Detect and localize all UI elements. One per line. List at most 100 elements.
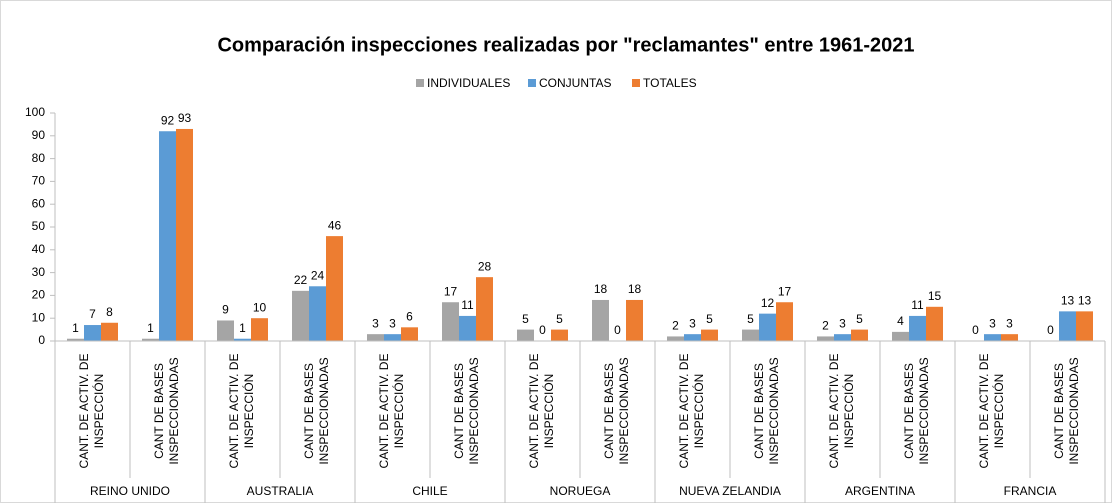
data-label: 12 bbox=[761, 296, 775, 310]
group-label: ARGENTINA bbox=[845, 484, 915, 498]
bar bbox=[84, 325, 101, 341]
x-tick-label: INSPECCIONADAS bbox=[317, 357, 331, 464]
x-tick-label: CANT DE BASES bbox=[602, 363, 616, 459]
y-tick-label: 60 bbox=[32, 196, 46, 210]
x-tick-label: INSPECCIÓN bbox=[391, 374, 406, 449]
bar bbox=[1001, 334, 1018, 341]
data-label: 5 bbox=[747, 312, 754, 326]
group-label: CHILE bbox=[412, 484, 447, 498]
bar bbox=[101, 322, 118, 341]
x-tick-label: INSPECCIONADAS bbox=[767, 357, 781, 464]
data-label: 1 bbox=[239, 321, 246, 335]
y-tick-label: 70 bbox=[32, 174, 46, 188]
data-label: 0 bbox=[1047, 323, 1054, 337]
data-label: 0 bbox=[972, 323, 979, 337]
bar bbox=[592, 299, 609, 341]
x-tick-label: CANT. DE ACTIV. DE bbox=[227, 354, 241, 469]
bar bbox=[892, 331, 909, 341]
x-tick-label: CANT. DE ACTIV. DE bbox=[77, 354, 91, 469]
data-label: 15 bbox=[928, 289, 942, 303]
bar bbox=[1076, 311, 1093, 341]
bar bbox=[309, 286, 326, 341]
data-label: 18 bbox=[628, 282, 642, 296]
bar bbox=[234, 338, 251, 341]
x-tick-label: INSPECCIÓN bbox=[91, 374, 106, 449]
group-label: AUSTRALIA bbox=[247, 484, 314, 498]
data-label: 93 bbox=[178, 111, 192, 125]
x-tick-label: INSPECCIONADAS bbox=[167, 357, 181, 464]
x-tick-label: CANT. DE ACTIV. DE bbox=[527, 354, 541, 469]
data-label: 17 bbox=[778, 284, 792, 298]
legend-swatch bbox=[632, 79, 640, 87]
data-label: 9 bbox=[222, 303, 229, 317]
x-tick-label: CANT DE BASES bbox=[752, 363, 766, 459]
x-tick-label: CANT DE BASES bbox=[152, 363, 166, 459]
data-label: 3 bbox=[1006, 316, 1013, 330]
x-tick-label: INSPECCIONADAS bbox=[617, 357, 631, 464]
bar bbox=[684, 334, 701, 341]
x-tick-label: INSPECCIONADAS bbox=[1067, 357, 1081, 464]
data-label: 2 bbox=[672, 319, 679, 333]
data-label: 3 bbox=[372, 316, 379, 330]
bar bbox=[159, 131, 176, 341]
data-label: 13 bbox=[1061, 294, 1075, 308]
y-tick-label: 30 bbox=[32, 265, 46, 279]
y-tick-label: 90 bbox=[32, 128, 46, 142]
data-label: 18 bbox=[594, 282, 608, 296]
bar bbox=[817, 336, 834, 341]
y-tick-label: 20 bbox=[32, 288, 46, 302]
bar bbox=[776, 302, 793, 341]
group-label: NUEVA ZELANDIA bbox=[679, 484, 781, 498]
bar bbox=[984, 334, 1001, 341]
group-label: NORUEGA bbox=[550, 484, 611, 498]
data-label: 5 bbox=[556, 312, 563, 326]
data-label: 17 bbox=[444, 284, 458, 298]
data-label: 11 bbox=[461, 298, 474, 312]
bar bbox=[759, 313, 776, 341]
bar bbox=[251, 318, 268, 341]
y-tick-label: 10 bbox=[32, 310, 46, 324]
data-label: 46 bbox=[328, 218, 342, 232]
data-label: 5 bbox=[522, 312, 529, 326]
data-label: 24 bbox=[311, 268, 325, 282]
x-tick-label: INSPECCIONADAS bbox=[467, 357, 481, 464]
data-label: 3 bbox=[839, 316, 846, 330]
x-tick-label: CANT DE BASES bbox=[302, 363, 316, 459]
x-tick-label: INSPECCIÓN bbox=[541, 374, 556, 449]
bar bbox=[326, 236, 343, 341]
bar bbox=[367, 334, 384, 341]
bar bbox=[926, 306, 943, 341]
bar bbox=[459, 315, 476, 341]
x-tick-label: INSPECCIÓN bbox=[841, 374, 856, 449]
data-label: 3 bbox=[989, 316, 996, 330]
x-tick-label: CANT DE BASES bbox=[452, 363, 466, 459]
legend-label: INDIVIDUALES bbox=[427, 76, 510, 90]
bar bbox=[517, 329, 534, 341]
y-tick-label: 80 bbox=[32, 151, 46, 165]
x-tick-label: CANT DE BASES bbox=[902, 363, 916, 459]
legend-label: CONJUNTAS bbox=[539, 76, 611, 90]
data-label: 8 bbox=[106, 305, 113, 319]
bar bbox=[384, 334, 401, 341]
bar bbox=[401, 327, 418, 341]
x-tick-label: CANT. DE ACTIV. DE bbox=[677, 354, 691, 469]
data-label: 22 bbox=[294, 273, 308, 287]
data-label: 4 bbox=[897, 314, 904, 328]
bar bbox=[176, 128, 193, 341]
x-tick-label: CANT DE BASES bbox=[1052, 363, 1066, 459]
data-label: 28 bbox=[478, 259, 492, 273]
y-tick-label: 50 bbox=[32, 219, 46, 233]
data-label: 2 bbox=[822, 319, 829, 333]
x-tick-label: CANT. DE ACTIV. DE bbox=[977, 354, 991, 469]
group-label: REINO UNIDO bbox=[90, 484, 170, 498]
data-label: 3 bbox=[389, 316, 396, 330]
y-tick-label: 0 bbox=[38, 333, 45, 347]
legend-swatch bbox=[528, 79, 536, 87]
legend-label: TOTALES bbox=[643, 76, 697, 90]
data-label: 5 bbox=[706, 312, 713, 326]
bar bbox=[292, 290, 309, 341]
bar bbox=[442, 302, 459, 341]
x-tick-label: INSPECCIÓN bbox=[241, 374, 256, 449]
bar bbox=[834, 334, 851, 341]
